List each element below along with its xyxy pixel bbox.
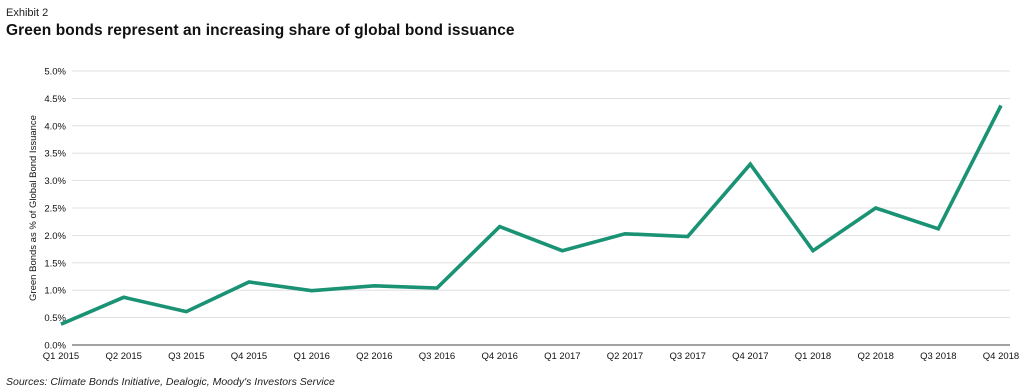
x-tick-label: Q1 2017 (544, 351, 580, 362)
x-tick-label: Q4 2015 (231, 351, 267, 362)
x-tick-label: Q1 2015 (43, 351, 79, 362)
x-tick-label: Q3 2017 (669, 351, 705, 362)
y-tick-label: 5.0% (44, 67, 66, 78)
x-tick-label: Q2 2018 (857, 351, 893, 362)
x-tick-label: Q2 2017 (607, 351, 643, 362)
y-tick-label: 1.5% (44, 258, 66, 269)
y-tick-label: 2.5% (44, 204, 66, 215)
gridlines (72, 70, 1010, 346)
x-tick-label: Q1 2018 (795, 351, 831, 362)
y-tick-label: 0.5% (44, 313, 66, 324)
x-axis-ticks: Q1 2015 Q2 2015 Q3 2015 Q4 2015 Q1 2016 Q2 20… (43, 351, 1019, 362)
exhibit-label: Exhibit 2 (6, 7, 49, 19)
y-tick-label: 4.0% (44, 121, 66, 132)
series-group (60, 104, 1003, 326)
x-tick-label: Q2 2015 (105, 351, 141, 362)
x-tick-label: Q3 2016 (419, 351, 455, 362)
y-axis-ticks: 0.0% 0.5% 1.0% 1.5% 2.0% 2.5% 3.0% 3.5% 4.0% 4.5%… (44, 67, 66, 352)
y-tick-label: 1.0% (44, 286, 66, 297)
series-line (60, 104, 1003, 326)
x-tick-label: Q2 2016 (356, 351, 392, 362)
y-axis-label: Green Bonds as % of Global Bond Issuance (28, 115, 39, 301)
x-tick-label: Q3 2018 (920, 351, 956, 362)
x-tick-label: Q1 2016 (293, 351, 329, 362)
x-tick-label: Q4 2016 (481, 351, 517, 362)
x-tick-label: Q4 2017 (732, 351, 768, 362)
y-tick-label: 3.0% (44, 176, 66, 187)
source-note: Sources: Climate Bonds Initiative, Dealo… (6, 376, 335, 388)
y-tick-label: 4.5% (44, 94, 66, 105)
y-tick-label: 0.0% (44, 341, 66, 352)
y-tick-label: 3.5% (44, 149, 66, 160)
chart-title: Green bonds represent an increasing shar… (6, 22, 515, 39)
x-tick-label: Q4 2018 (983, 351, 1019, 362)
x-tick-label: Q3 2015 (168, 351, 204, 362)
y-tick-label: 2.0% (44, 231, 66, 242)
